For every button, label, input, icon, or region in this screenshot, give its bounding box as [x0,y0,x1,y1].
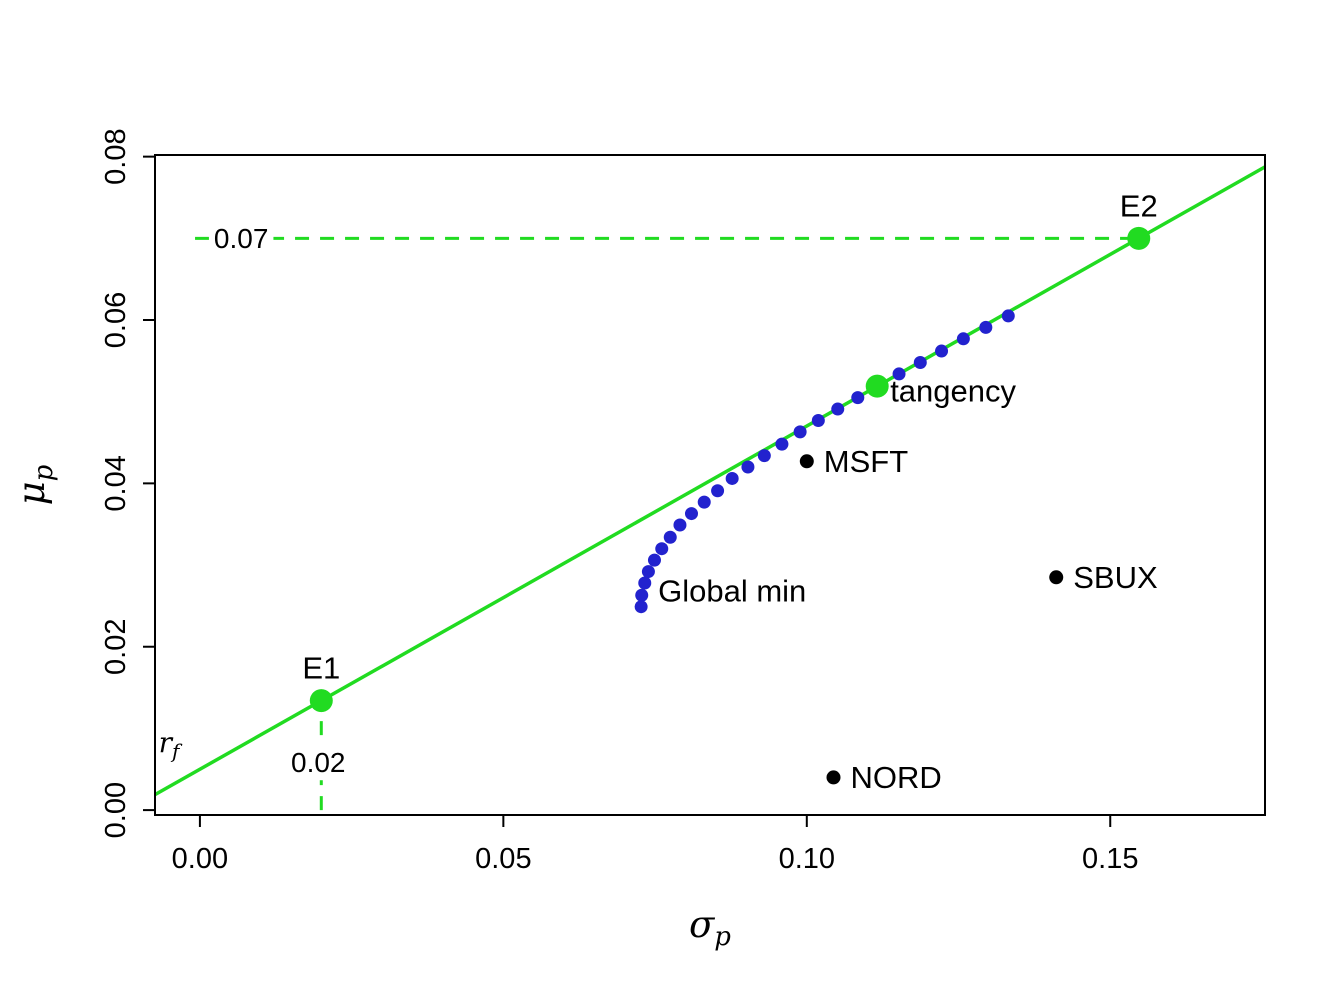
frontier-dot [1001,309,1015,323]
asset-point-SBUX [1049,570,1064,585]
asset-label-MSFT: MSFT [824,444,908,479]
frontier-dot [793,425,807,439]
y-tick-label: 0.02 [100,619,132,675]
point-E1 [309,689,333,713]
capital-allocation-line [154,165,1266,797]
y-tick-label: 0.04 [100,455,132,511]
frontier-dot [811,413,825,427]
label-E1: E1 [302,651,340,686]
frontier-dot [725,471,739,485]
asset-point-MSFT [799,454,814,469]
x-tick-label: 0.10 [779,843,835,875]
frontier-dot [663,530,677,544]
frontier-dot [757,449,771,463]
plot-border [154,154,1266,816]
asset-point-NORD [826,770,841,785]
frontier-dot [935,344,949,358]
guide-label-bg [286,745,351,781]
frontier-dot [634,600,648,614]
y-axis-title: μp [10,464,59,505]
x-axis-title: σp [689,903,731,952]
y-tick-label: 0.08 [100,128,132,184]
guide-label-0.07: 0.07 [214,223,269,254]
frontier-dot [647,553,661,567]
frontier-dot [655,542,669,556]
frontier-dot [711,484,725,498]
frontier-dot [831,402,845,416]
frontier-dot [635,588,649,602]
y-tick-label: 0.00 [100,782,132,838]
frontier-dot [638,576,652,590]
annotation-global-min: Global min [658,574,806,609]
frontier-dot [913,355,927,369]
asset-label-NORD: NORD [851,760,942,795]
frontier-dot [775,437,789,451]
asset-label-SBUX: SBUX [1073,560,1158,595]
point-tangency [865,374,889,398]
guide-label-0.02: 0.02 [291,747,346,778]
label-E2: E2 [1120,188,1158,223]
frontier-dot [673,518,687,532]
label-tangency: tangency [890,374,1016,409]
frontier-dot [892,367,906,381]
frontier-dot [956,332,970,346]
frontier-dot [741,460,755,474]
frontier-dot [684,507,698,521]
x-tick-label: 0.00 [172,843,228,875]
x-tick-label: 0.15 [1082,843,1138,875]
frontier-dot [641,565,655,579]
frontier-dot [697,495,711,509]
y-tick-label: 0.06 [100,292,132,348]
x-tick-label: 0.05 [475,843,531,875]
frontier-dot [851,391,865,405]
point-E2 [1127,226,1151,250]
frontier-dot [979,320,993,334]
guide-label-bg [208,220,274,256]
rf-label: rf [159,726,183,763]
